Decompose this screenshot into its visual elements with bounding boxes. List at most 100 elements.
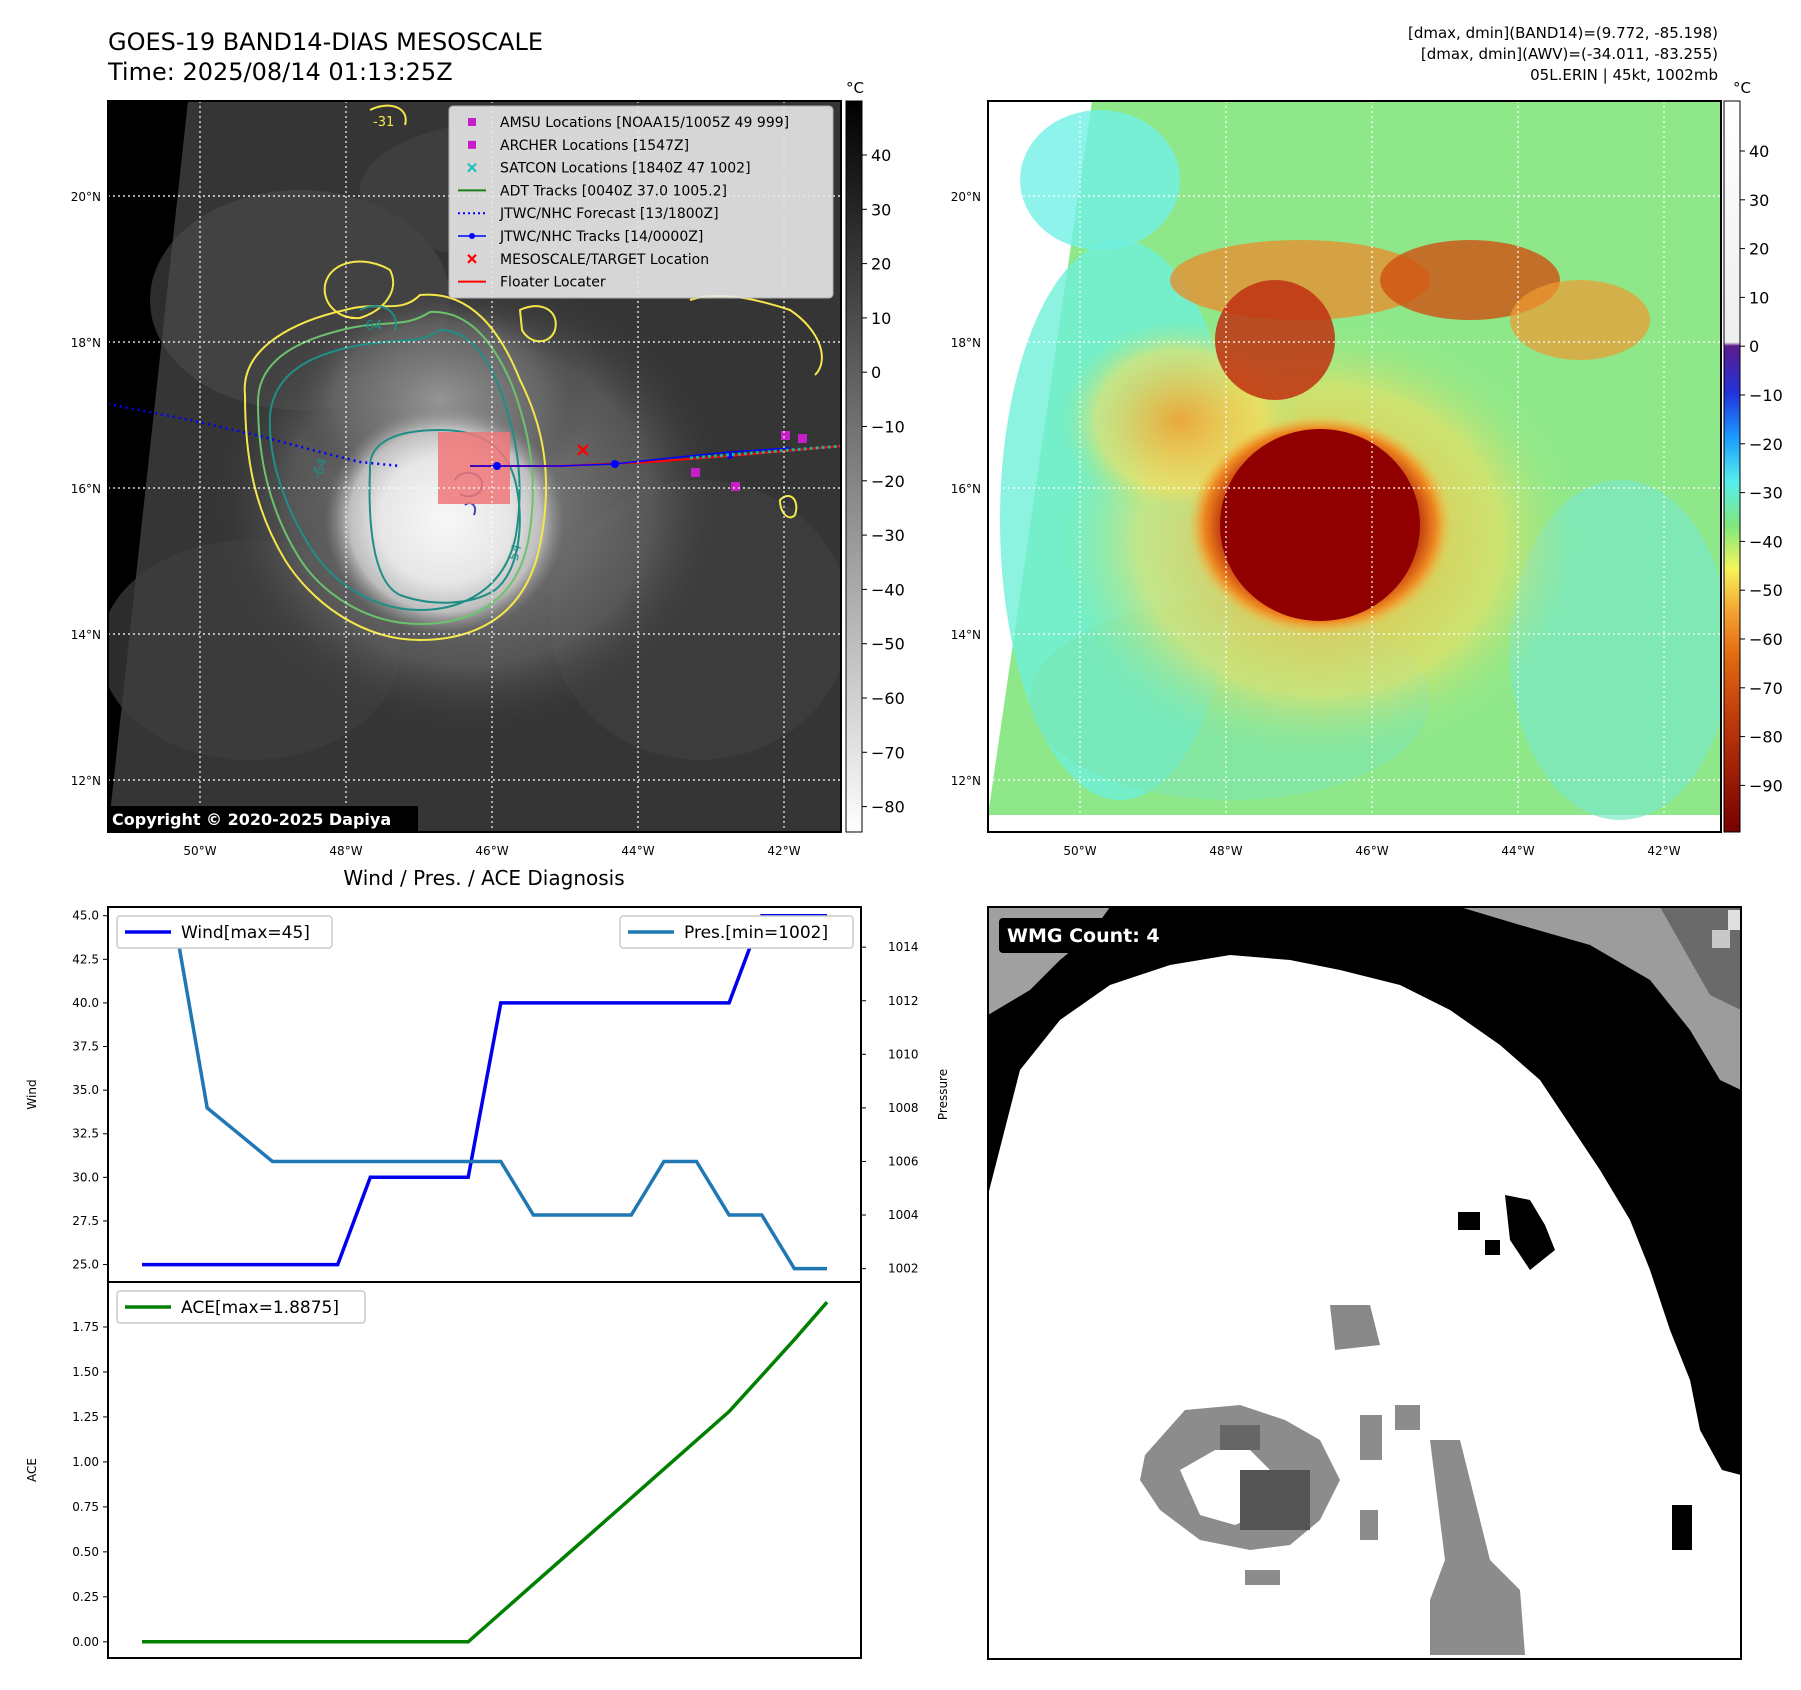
wind-pressure-chart: 25.0 27.5 30.0 32.5 35.0 37.5 40.0 42.5 45.0 1002… bbox=[25, 906, 950, 1283]
y-tick: 0.50 bbox=[72, 1545, 99, 1559]
y-axis-label: ACE bbox=[25, 1458, 39, 1482]
ir-colorbar-unit: °C bbox=[846, 79, 864, 97]
legend-label: AMSU Locations [NOAA15/1005Z 49 999] bbox=[500, 115, 789, 131]
lat-label: 20°N bbox=[71, 190, 101, 204]
legend-item: JTWC/NHC Forecast [13/1800Z] bbox=[458, 206, 719, 222]
lon-label: 44°W bbox=[1501, 844, 1534, 858]
map-axis-labels: 20°N 18°N 16°N 14°N 12°N 50°W 48°W 46°W 44°W 42°W… bbox=[71, 190, 1681, 858]
legend-label: JTWC/NHC Forecast [13/1800Z] bbox=[499, 206, 719, 222]
colorbar-tick: −80 bbox=[871, 798, 905, 817]
ir-map-panel: -64 -54 -31 -64 bbox=[107, 100, 842, 833]
lat-label: 16°N bbox=[951, 482, 981, 496]
colorbar-tick: 20 bbox=[871, 255, 891, 274]
forecast-track bbox=[108, 402, 401, 468]
colorbar-tick: −70 bbox=[1749, 679, 1783, 698]
y-tick: 42.5 bbox=[72, 952, 99, 966]
ir-colorbar: °C 40 30 20 10 0 −10 −20 −30 −40 −50 −60 −70 −80 bbox=[845, 79, 905, 833]
colorbar-tick: −50 bbox=[1749, 581, 1783, 600]
lat-label: 18°N bbox=[71, 336, 101, 350]
wmg-image bbox=[988, 907, 1741, 1655]
colorbar-tick: −80 bbox=[1749, 728, 1783, 747]
colorbar-tick: 20 bbox=[1749, 240, 1769, 259]
chart-legend: Pres.[min=1002] bbox=[619, 915, 854, 949]
lat-label: 12°N bbox=[951, 774, 981, 788]
legend-label: MESOSCALE/TARGET Location bbox=[500, 252, 709, 268]
y-tick: 27.5 bbox=[72, 1214, 99, 1228]
y-tick: 35.0 bbox=[72, 1083, 99, 1097]
y-tick: 1.25 bbox=[72, 1410, 99, 1424]
colorbar-tick: −60 bbox=[1749, 630, 1783, 649]
contour-label: -64 bbox=[310, 456, 331, 481]
contour-label: -64 bbox=[361, 319, 382, 334]
colorbar-tick: 40 bbox=[871, 146, 891, 165]
series-line-ace bbox=[142, 1301, 829, 1644]
colorbar-tick: 30 bbox=[871, 200, 891, 219]
y-tick: 32.5 bbox=[72, 1127, 99, 1141]
colorbar-tick: −90 bbox=[1749, 776, 1783, 795]
chart-legend: Wind[max=45] bbox=[116, 915, 333, 949]
colorbar-tick: 10 bbox=[871, 309, 891, 328]
chart-legend-label: Wind[max=45] bbox=[181, 923, 310, 943]
y2-tick: 1002 bbox=[888, 1262, 919, 1276]
legend-label: JTWC/NHC Tracks [14/0000Z] bbox=[499, 229, 703, 245]
lon-label: 48°W bbox=[1209, 844, 1242, 858]
colorbar-tick: 0 bbox=[871, 363, 881, 382]
colorbar-tick: −70 bbox=[871, 743, 905, 762]
legend-item: SATCON Locations [1840Z 47 1002] bbox=[467, 161, 751, 177]
legend-label: Floater Locater bbox=[500, 275, 606, 291]
legend-item: JTWC/NHC Tracks [14/0000Z] bbox=[458, 229, 703, 245]
amsu-marker bbox=[691, 468, 700, 477]
legend-item: MESOSCALE/TARGET Location bbox=[467, 252, 709, 268]
legend-item: Floater Locater bbox=[458, 275, 606, 291]
colorbar-tick: −60 bbox=[871, 689, 905, 708]
chart-legend-label: ACE[max=1.8875] bbox=[181, 1298, 339, 1318]
lat-label: 20°N bbox=[951, 190, 981, 204]
series-line-wind bbox=[142, 913, 827, 1267]
copyright-text: Copyright © 2020-2025 Dapiya bbox=[112, 810, 391, 829]
legend-item: AMSU Locations [NOAA15/1005Z 49 999] bbox=[468, 115, 789, 131]
colorbar-tick: −10 bbox=[1749, 386, 1783, 405]
contour-label: -54 bbox=[505, 543, 525, 567]
y2-axis-label: Pressure bbox=[936, 1069, 950, 1120]
colorbar-tick: −20 bbox=[1749, 435, 1783, 454]
lon-label: 50°W bbox=[183, 844, 216, 858]
colorbar-tick: 40 bbox=[1749, 142, 1769, 161]
colorbar-tick: −30 bbox=[1749, 484, 1783, 503]
wmg-panel: WMG Count: 4 bbox=[987, 906, 1742, 1660]
legend-label: SATCON Locations [1840Z 47 1002] bbox=[500, 161, 751, 177]
colorbar-tick: −30 bbox=[871, 526, 905, 545]
wv-map-panel bbox=[987, 100, 1722, 833]
colorbar-tick: 0 bbox=[1749, 337, 1759, 356]
colorbar-tick: 30 bbox=[1749, 191, 1769, 210]
y-tick: 37.5 bbox=[72, 1040, 99, 1054]
y-tick: 25.0 bbox=[72, 1258, 99, 1272]
lon-label: 44°W bbox=[621, 844, 654, 858]
lon-label: 42°W bbox=[767, 844, 800, 858]
ace-chart: 0.00 0.25 0.50 0.75 1.00 1.25 1.50 1.75 ACE ACE[m… bbox=[25, 1281, 862, 1659]
y-tick: 0.25 bbox=[72, 1590, 99, 1604]
band14-stats: [dmax, dmin](BAND14)=(9.772, -85.198) bbox=[1408, 24, 1718, 42]
archer-marker bbox=[731, 482, 740, 491]
lat-label: 16°N bbox=[71, 482, 101, 496]
colorbar-tick: −20 bbox=[871, 472, 905, 491]
legend-label: ADT Tracks [0040Z 37.0 1005.2] bbox=[500, 183, 727, 199]
lat-label: 14°N bbox=[951, 628, 981, 642]
colorbar-tick: −10 bbox=[871, 418, 905, 437]
wv-colorbar: °C 40 30 20 10 0 −10 −20 −30 −40 −50 −60 −70 −80 −90 bbox=[1723, 79, 1783, 833]
colorbar-tick: 10 bbox=[1749, 288, 1769, 307]
colorbar-tick: −40 bbox=[871, 580, 905, 599]
storm-info: 05L.ERIN | 45kt, 1002mb bbox=[1530, 66, 1718, 84]
legend-item: ARCHER Locations [1547Z] bbox=[468, 138, 689, 154]
y-tick: 1.50 bbox=[72, 1365, 99, 1379]
y-axis-label: Wind bbox=[25, 1079, 39, 1109]
colorbar-tick: −40 bbox=[1749, 532, 1783, 551]
legend-item: ADT Tracks [0040Z 37.0 1005.2] bbox=[458, 183, 727, 199]
y2-tick: 1014 bbox=[888, 940, 919, 954]
lon-label: 46°W bbox=[1355, 844, 1388, 858]
y-tick: 45.0 bbox=[72, 909, 99, 923]
colorbar-tick: −50 bbox=[871, 635, 905, 654]
y-tick: 0.75 bbox=[72, 1500, 99, 1514]
lon-label: 50°W bbox=[1063, 844, 1096, 858]
y-tick: 30.0 bbox=[72, 1170, 99, 1184]
